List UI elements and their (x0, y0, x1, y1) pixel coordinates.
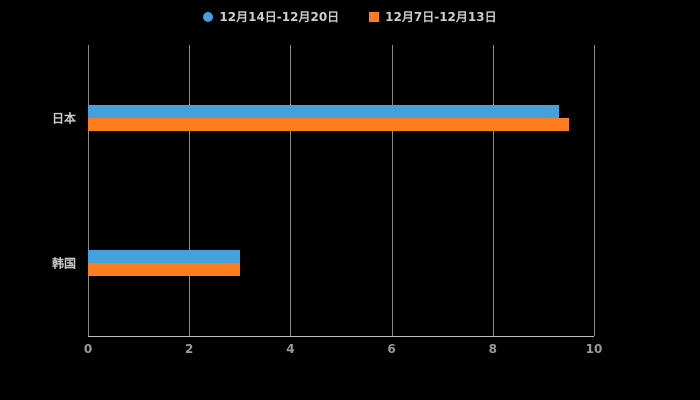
gridline (88, 45, 89, 336)
legend-marker-circle-icon (203, 11, 214, 22)
x-tick-label: 2 (185, 342, 194, 356)
x-tick-label: 0 (83, 342, 93, 356)
y-axis-labels: 日本 韩国 (0, 45, 82, 337)
plot-area (88, 45, 595, 337)
bar-cat1-series2[interactable] (88, 263, 240, 277)
x-tick-label: 8 (488, 342, 497, 356)
bar-cat0-series1[interactable] (88, 104, 559, 118)
gridline (594, 45, 595, 336)
x-tick-label: 10 (585, 342, 603, 356)
legend-label-series2: 12月7日-12月13日 (385, 10, 497, 24)
x-tick-label: 6 (387, 342, 396, 356)
legend-label-series1: 12月14日-12月20日 (219, 10, 340, 24)
gridline (492, 45, 494, 336)
gridline (290, 45, 292, 336)
y-category-label: 韩国 (51, 256, 76, 271)
x-tick-label: 4 (286, 342, 295, 356)
gridline (189, 45, 191, 336)
legend: 12月14日-12月20日 12月7日-12月13日 (0, 8, 700, 25)
bar-cat1-series1[interactable] (88, 250, 240, 264)
y-category-label: 日本 (51, 111, 76, 126)
bar-cat0-series2[interactable] (88, 117, 569, 131)
x-axis-labels: 0 2 4 6 8 10 (84, 342, 603, 360)
legend-item-series1[interactable]: 12月14日-12月20日 (203, 8, 339, 25)
legend-item-series2[interactable]: 12月7日-12月13日 (369, 8, 497, 25)
legend-marker-square-icon (369, 11, 380, 22)
gridline (391, 45, 393, 336)
